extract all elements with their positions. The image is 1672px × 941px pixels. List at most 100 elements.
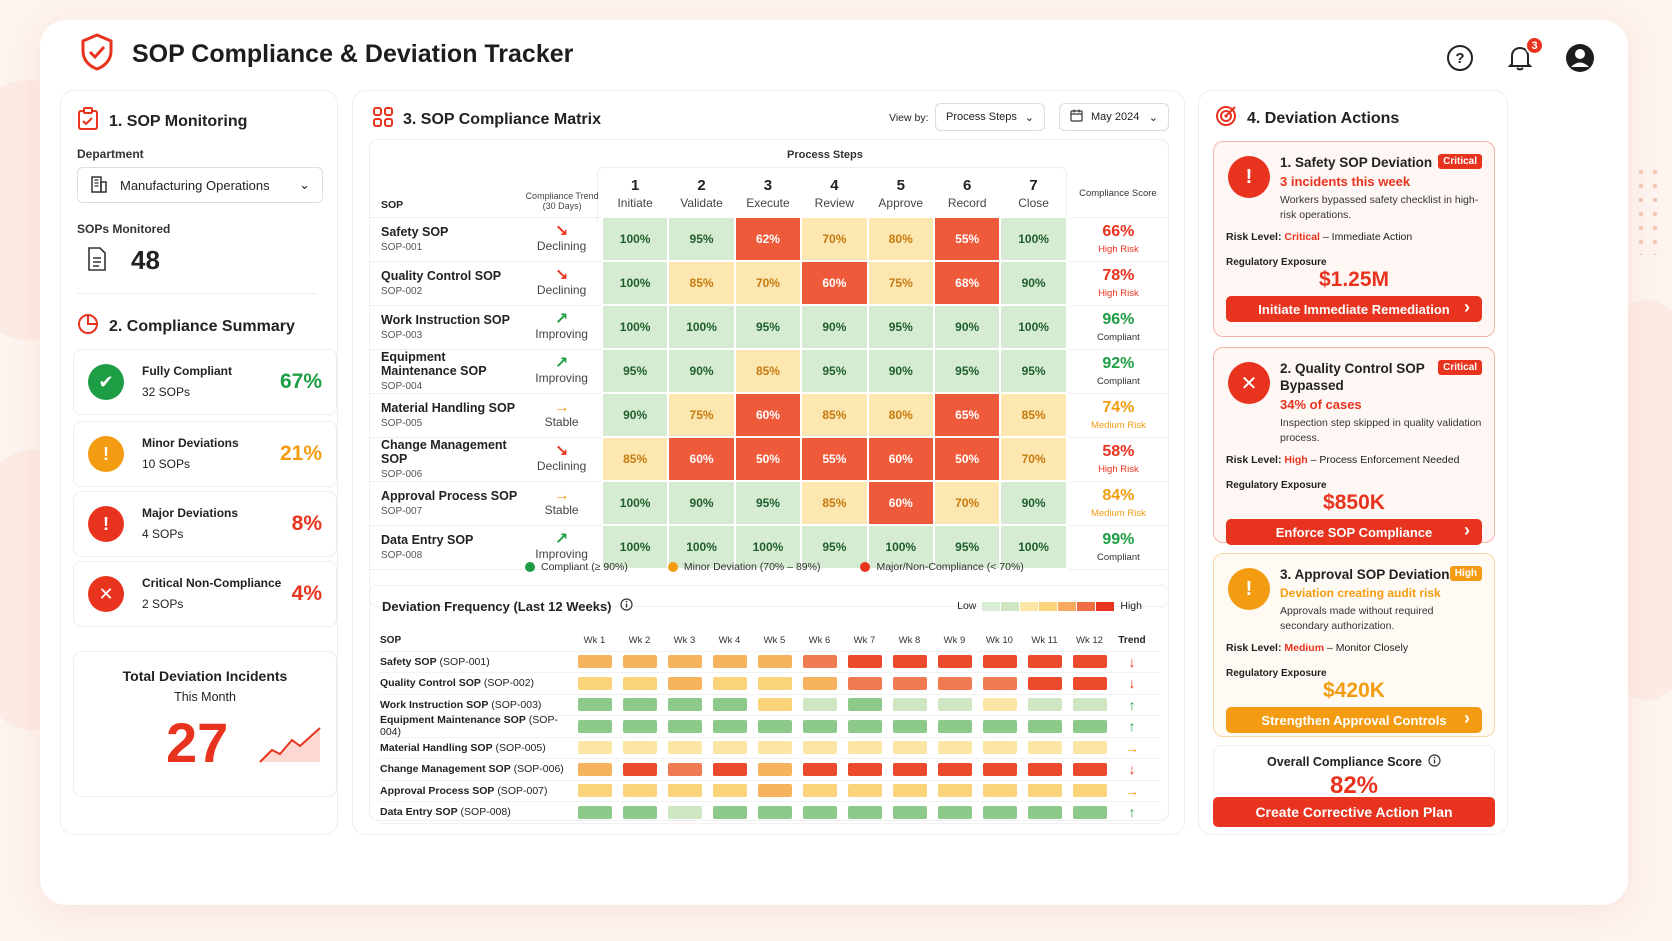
summary-pct: 8% — [291, 512, 322, 535]
frequency-cell — [572, 719, 617, 733]
matrix-cell[interactable]: 90% — [932, 304, 1002, 350]
matrix-cell[interactable]: 70% — [733, 260, 803, 306]
matrix-cell[interactable]: 85% — [733, 348, 803, 394]
matrix-cell[interactable]: 100% — [667, 304, 736, 350]
frequency-cell — [842, 784, 887, 798]
info-icon[interactable] — [619, 598, 633, 614]
date-select[interactable]: May 2024 ⌄ — [1059, 103, 1169, 131]
deviation-card-approval[interactable]: ! High 3. Approval SOP Deviation Deviati… — [1213, 553, 1495, 737]
create-corrective-plan-button[interactable]: Create Corrective Action Plan — [1213, 797, 1495, 827]
matrix-cell[interactable]: 95% — [932, 348, 1002, 394]
matrix-cell[interactable]: 100% — [600, 216, 670, 262]
matrix-cell[interactable]: 100% — [600, 304, 670, 350]
matrix-cell[interactable]: 85% — [600, 436, 670, 482]
frequency-row[interactable]: Data Entry SOP (SOP-008) ↑ — [380, 802, 1160, 824]
matrix-row[interactable]: Material Handling SOP SOP-005 → Stable 90% 75… — [369, 392, 1169, 438]
summary-critical-noncompliance[interactable]: ✕ Critical Non-Compliance 2 SOPs 4% — [73, 561, 337, 627]
matrix-cell[interactable]: 90% — [667, 480, 736, 526]
matrix-cell[interactable]: 95% — [932, 524, 1002, 570]
matrix-row[interactable]: Change Management SOP SOP-006 ↘ Declining 85… — [369, 436, 1169, 482]
matrix-cell[interactable]: 85% — [800, 392, 869, 438]
summary-minor-deviations[interactable]: ! Minor Deviations 10 SOPs 21% — [73, 421, 337, 487]
view-by-select[interactable]: Process Steps ⌄ — [935, 103, 1045, 131]
matrix-cell[interactable]: 60% — [866, 480, 935, 526]
matrix-cell[interactable]: 100% — [999, 304, 1068, 350]
matrix-cell[interactable]: 95% — [800, 524, 869, 570]
matrix-cell[interactable]: 75% — [866, 260, 935, 306]
matrix-cell[interactable]: 100% — [600, 260, 670, 306]
matrix-cell[interactable]: 100% — [999, 524, 1068, 570]
frequency-row[interactable]: Material Handling SOP (SOP-005) → — [380, 738, 1160, 759]
trend-arrow-icon: ↘ — [554, 443, 569, 460]
matrix-cell[interactable]: 85% — [800, 480, 869, 526]
matrix-row[interactable]: Approval Process SOP SOP-007 → Stable 100% 90… — [369, 480, 1169, 526]
matrix-cell[interactable]: 68% — [932, 260, 1002, 306]
matrix-cell[interactable]: 60% — [800, 260, 869, 306]
matrix-cell[interactable]: 95% — [733, 304, 803, 350]
matrix-cell[interactable]: 90% — [600, 392, 670, 438]
matrix-cell[interactable]: 62% — [733, 216, 803, 262]
matrix-cell[interactable]: 95% — [999, 348, 1068, 394]
info-icon[interactable] — [1428, 754, 1441, 770]
matrix-cell[interactable]: 100% — [866, 524, 935, 570]
matrix-cell[interactable]: 80% — [866, 392, 935, 438]
frequency-sop-name: Approval Process SOP (SOP-007) — [380, 784, 548, 797]
enforce-compliance-button[interactable]: Enforce SOP Compliance — [1226, 519, 1482, 545]
matrix-cell[interactable]: 95% — [600, 348, 670, 394]
matrix-cell[interactable]: 100% — [999, 216, 1068, 262]
matrix-cell[interactable]: 95% — [866, 304, 935, 350]
matrix-row[interactable]: Work Instruction SOP SOP-003 ↗ Improving 100… — [369, 304, 1169, 350]
matrix-cell[interactable]: 65% — [932, 392, 1002, 438]
frequency-row[interactable]: Approval Process SOP (SOP-007) → — [380, 781, 1160, 802]
deviation-card-quality[interactable]: ✕ Critical 2. Quality Control SOP Bypass… — [1213, 347, 1495, 545]
compliance-score: 58% High Risk — [1066, 437, 1169, 482]
frequency-row[interactable]: Change Management SOP (SOP-006) ↓ — [380, 759, 1160, 781]
frequency-row[interactable]: Work Instruction SOP (SOP-003) ↑ — [380, 695, 1160, 716]
matrix-row[interactable]: Safety SOP SOP-001 ↘ Declining 100% 95% 62% 70%… — [369, 216, 1169, 262]
matrix-cell[interactable]: 75% — [667, 392, 736, 438]
matrix-cell[interactable]: 95% — [733, 480, 803, 526]
matrix-cell[interactable]: 55% — [932, 216, 1002, 262]
matrix-cell[interactable]: 50% — [733, 436, 803, 482]
matrix-cell[interactable]: 90% — [999, 260, 1068, 306]
bell-icon[interactable]: 3 — [1504, 36, 1544, 74]
department-select[interactable]: Manufacturing Operations ⌄ — [77, 167, 323, 203]
matrix-cell[interactable]: 85% — [999, 392, 1068, 438]
matrix-cell[interactable]: 90% — [667, 348, 736, 394]
matrix-cell[interactable]: 90% — [800, 304, 869, 350]
frequency-cell — [842, 698, 887, 712]
matrix-cell[interactable]: 95% — [800, 348, 869, 394]
matrix-cell[interactable]: 60% — [866, 436, 935, 482]
matrix-cell[interactable]: 90% — [866, 348, 935, 394]
matrix-cell[interactable]: 70% — [800, 216, 869, 262]
user-avatar-icon[interactable] — [1564, 42, 1596, 74]
frequency-row[interactable]: Equipment Maintenance SOP (SOP-004) ↑ — [380, 714, 1160, 738]
matrix-cell[interactable]: 70% — [932, 480, 1002, 526]
summary-major-deviations[interactable]: ! Major Deviations 4 SOPs 8% — [73, 491, 337, 557]
matrix-row[interactable]: Data Entry SOP SOP-008 ↗ Improving 100% 100% 1… — [369, 524, 1169, 570]
frequency-row[interactable]: Quality Control SOP (SOP-002) ↓ — [380, 673, 1160, 695]
matrix-cell[interactable]: 95% — [667, 216, 736, 262]
matrix-cell[interactable]: 100% — [733, 524, 803, 570]
deviation-card-safety[interactable]: ! Critical 1. Safety SOP Deviation 3 inc… — [1213, 141, 1495, 337]
matrix-cell[interactable]: 55% — [800, 436, 869, 482]
matrix-cell[interactable]: 60% — [733, 392, 803, 438]
matrix-cell[interactable]: 85% — [667, 260, 736, 306]
initiate-remediation-button[interactable]: Initiate Immediate Remediation — [1226, 296, 1482, 322]
compliance-score: 99% Compliant — [1066, 525, 1169, 570]
matrix-row[interactable]: Quality Control SOP SOP-002 ↘ Declining 100%… — [369, 260, 1169, 306]
matrix-row[interactable]: Equipment Maintenance SOP SOP-004 ↗ Improvi… — [369, 348, 1169, 394]
help-icon[interactable]: ? — [1444, 42, 1476, 74]
frequency-row[interactable]: Safety SOP (SOP-001) ↓ — [380, 652, 1160, 673]
strengthen-controls-button[interactable]: Strengthen Approval Controls — [1226, 707, 1482, 733]
matrix-cell[interactable]: 90% — [999, 480, 1068, 526]
matrix-cell[interactable]: 70% — [999, 436, 1068, 482]
matrix-cell[interactable]: 100% — [600, 480, 670, 526]
matrix-cell[interactable]: 100% — [600, 524, 670, 570]
summary-fully-compliant[interactable]: ✔ Fully Compliant 32 SOPs 67% — [73, 349, 337, 415]
matrix-cell[interactable]: 100% — [667, 524, 736, 570]
risk-level: Risk Level: Medium – Monitor Closely — [1226, 642, 1409, 654]
matrix-cell[interactable]: 50% — [932, 436, 1002, 482]
matrix-cell[interactable]: 60% — [667, 436, 736, 482]
matrix-cell[interactable]: 80% — [866, 216, 935, 262]
